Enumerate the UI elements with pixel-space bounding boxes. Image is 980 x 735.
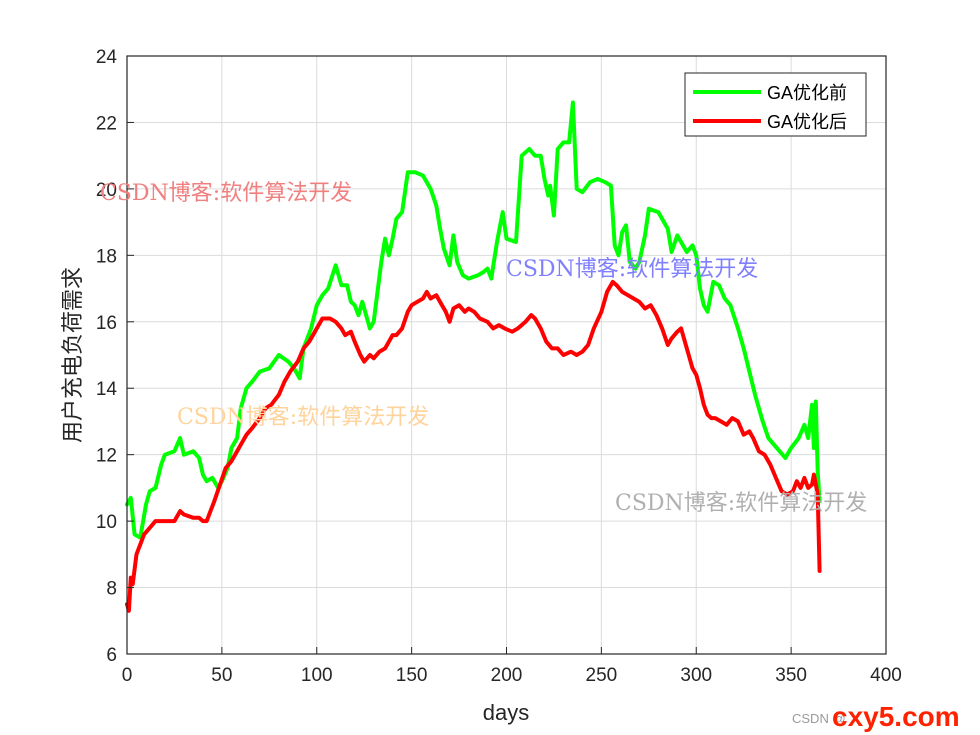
grid-lines — [127, 56, 886, 654]
site-logo: cxy5.com — [832, 701, 960, 732]
axis-ticks: 0 50 100 150 200 250 300 350 400 6 8 10 12 14 16 18 20 22… — [96, 47, 902, 686]
y-tick-label: 6 — [106, 645, 117, 666]
y-tick-label: 18 — [96, 246, 117, 267]
y-tick-label: 16 — [96, 313, 117, 334]
y-axis-label: 用户充电负荷需求 — [60, 267, 85, 443]
x-axis-label: days — [483, 700, 529, 725]
watermark-3: CSDN博客:软件算法开发 — [177, 405, 429, 430]
y-tick-label: 8 — [106, 579, 117, 600]
legend: GA优化前 GA优化后 — [684, 72, 867, 137]
y-tick-label: 10 — [96, 512, 117, 533]
legend-label-ga-after: GA优化后 — [767, 112, 847, 132]
x-tick-label: 50 — [211, 665, 232, 686]
x-tick-label: 300 — [680, 665, 712, 686]
watermarks: CSDN博客:软件算法开发 CSDN博客:软件算法开发 CSDN博客:软件算法开… — [100, 181, 867, 516]
x-tick-label: 200 — [491, 665, 523, 686]
x-tick-label: 0 — [122, 665, 133, 686]
legend-label-ga-before: GA优化前 — [767, 83, 847, 103]
watermark-4: CSDN博客:软件算法开发 — [615, 491, 867, 516]
watermark-1: CSDN博客:软件算法开发 — [100, 181, 352, 206]
x-tick-label: 350 — [775, 665, 807, 686]
x-tick-label: 150 — [396, 665, 428, 686]
y-tick-label: 22 — [96, 113, 117, 134]
x-tick-label: 100 — [301, 665, 333, 686]
credit-text: CSDN @ — [792, 711, 846, 726]
series-line-ga-before — [125, 100, 822, 540]
legend-box — [684, 72, 867, 137]
y-tick-label: 14 — [96, 379, 118, 400]
series-line-ga-after — [125, 279, 822, 613]
watermark-2: CSDN博客:软件算法开发 — [506, 257, 758, 282]
y-tick-label: 12 — [96, 446, 117, 467]
y-tick-label: 20 — [96, 180, 117, 201]
series-layer — [125, 100, 822, 613]
y-tick-label: 24 — [96, 47, 118, 68]
x-tick-label: 400 — [870, 665, 902, 686]
x-tick-label: 250 — [586, 665, 618, 686]
